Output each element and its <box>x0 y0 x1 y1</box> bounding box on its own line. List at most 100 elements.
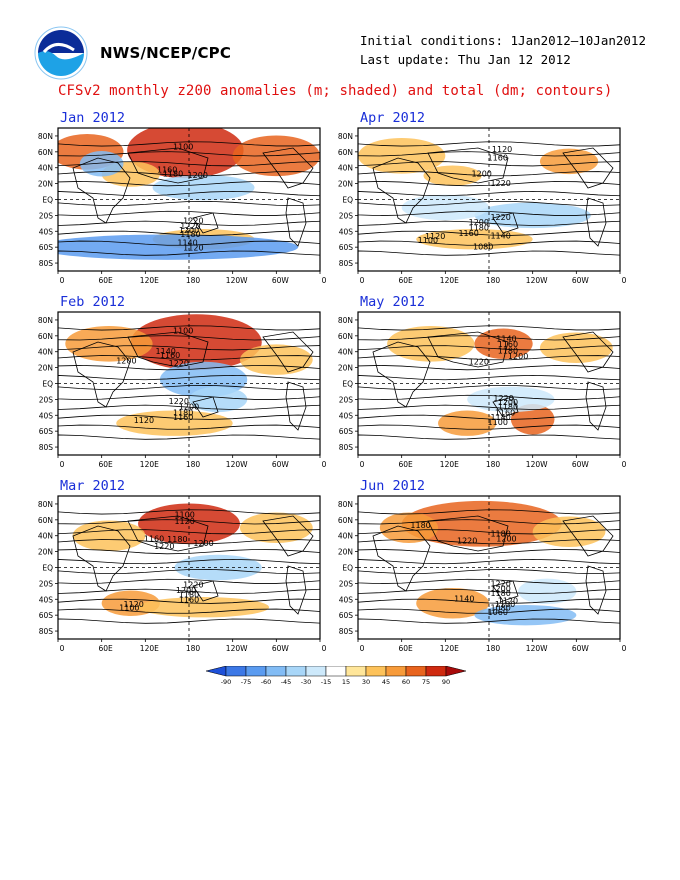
colorbar-label: 75 <box>422 678 430 686</box>
colorbar-label: 15 <box>342 678 350 686</box>
colorbar-swatch <box>366 666 386 676</box>
lat-label: 60N <box>38 516 53 525</box>
contour-label: 1120 <box>134 416 154 425</box>
lat-label: 80N <box>38 316 53 325</box>
lat-label: 20S <box>39 395 54 404</box>
contour-label: 1100 <box>173 326 193 335</box>
lat-label: 40N <box>338 164 353 173</box>
lon-label: 0 <box>622 276 627 285</box>
colorbar-swatch <box>306 666 326 676</box>
lon-label: 60W <box>572 460 590 469</box>
panel-title-may: May 2012 <box>360 294 425 310</box>
lat-label: 60N <box>38 148 53 157</box>
lon-label: 180 <box>186 460 201 469</box>
colorbar-label: 45 <box>382 678 390 686</box>
figure-title: CFSv2 monthly z200 anomalies (m; shaded)… <box>58 83 612 99</box>
lat-label: 80S <box>339 259 354 268</box>
lat-label: 20N <box>38 548 53 557</box>
lat-label: EQ <box>42 564 53 573</box>
lat-label: 40S <box>339 227 354 236</box>
lon-label: 120W <box>526 460 548 469</box>
contour-label: 1220 <box>469 357 489 366</box>
colorbar-swatch <box>286 666 306 676</box>
lon-label: 180 <box>486 460 501 469</box>
lat-label: 40S <box>39 227 54 236</box>
lon-label: 120E <box>140 644 159 653</box>
lat-label: 20S <box>339 395 354 404</box>
contour-label: 1060 <box>488 608 508 617</box>
lon-label: 60W <box>272 644 290 653</box>
contour-label: 1180 <box>410 521 430 530</box>
contour-label: 1100 <box>418 236 438 245</box>
lon-label: 0 <box>60 460 65 469</box>
lat-label: 20S <box>39 579 54 588</box>
contour-label: 1120 <box>183 243 203 252</box>
lat-label: 40S <box>39 595 54 604</box>
lon-label: 0 <box>360 276 365 285</box>
lat-label: 20N <box>338 364 353 373</box>
lon-label: 60W <box>272 276 290 285</box>
lat-label: 80N <box>338 132 353 141</box>
lon-label: 0 <box>360 460 365 469</box>
anomaly-shading <box>138 597 269 617</box>
colorbar-label: -30 <box>301 678 312 686</box>
lon-label: 180 <box>486 644 501 653</box>
initial-conditions: Initial conditions: 1Jan2012—10Jan2012 <box>360 33 646 48</box>
map-panel-jun: 11801180120012201220120011801140 11201100… <box>330 496 632 661</box>
lon-label: 120W <box>226 276 248 285</box>
lon-label: 0 <box>622 644 627 653</box>
lat-label: 60S <box>339 611 354 620</box>
colorbar-swatch <box>386 666 406 676</box>
lon-label: 120E <box>440 460 459 469</box>
lat-label: EQ <box>342 380 353 389</box>
colorbar-label: -45 <box>281 678 292 686</box>
panel-title-jan: Jan 2012 <box>60 110 125 126</box>
lat-label: 60S <box>339 427 354 436</box>
anomaly-shading <box>36 234 298 259</box>
colorbar: -90 -75 -60 -45 -30 -15 15 30 45 60 75 90 <box>196 666 486 696</box>
contour-label: 1140 <box>454 595 474 604</box>
contour-label: 1140 <box>490 231 510 240</box>
colorbar-label: -60 <box>261 678 272 686</box>
colorbar-label: -15 <box>321 678 332 686</box>
colorbar-swatch <box>346 666 366 676</box>
map-panel-apr: 11201160120012201220120011801160 11401120… <box>330 128 632 293</box>
lon-label: 180 <box>186 276 201 285</box>
lat-label: 20S <box>339 579 354 588</box>
colorbar-swatch <box>446 666 466 676</box>
colorbar-label: -75 <box>241 678 252 686</box>
lon-label: 180 <box>186 644 201 653</box>
panel-title-jun: Jun 2012 <box>360 478 425 494</box>
lat-label: 40S <box>339 595 354 604</box>
colorbar-swatch <box>226 666 246 676</box>
colorbar-swatch <box>326 666 346 676</box>
contour-label: 1100 <box>488 418 508 427</box>
lat-label: 20N <box>338 180 353 189</box>
colorbar-label: -90 <box>221 678 232 686</box>
lon-label: 60E <box>399 644 414 653</box>
contour-label: 1080 <box>473 243 493 252</box>
anomaly-shading <box>73 520 146 551</box>
contour-label: 1220 <box>457 537 477 546</box>
colorbar-swatch <box>206 666 226 676</box>
lat-label: 40S <box>39 411 54 420</box>
lat-label: 20S <box>39 211 54 220</box>
lon-label: 120W <box>526 276 548 285</box>
lon-label: 60E <box>99 644 114 653</box>
contour-label: 1200 <box>472 169 492 178</box>
colorbar-label: 60 <box>402 678 410 686</box>
lon-label: 60W <box>272 460 290 469</box>
lat-label: EQ <box>42 380 53 389</box>
lat-label: 80S <box>39 259 54 268</box>
lat-label: 60N <box>338 148 353 157</box>
lat-label: EQ <box>342 196 353 205</box>
colorbar-label: 30 <box>362 678 370 686</box>
contour-label: 1160 <box>179 595 199 604</box>
contour-label: 1180 <box>180 230 200 239</box>
anomaly-shading <box>402 195 489 220</box>
contour-label: 1180 <box>163 169 183 178</box>
lat-label: 20N <box>338 548 353 557</box>
contour-label: 1160 <box>173 413 193 422</box>
lat-label: 40S <box>339 411 354 420</box>
